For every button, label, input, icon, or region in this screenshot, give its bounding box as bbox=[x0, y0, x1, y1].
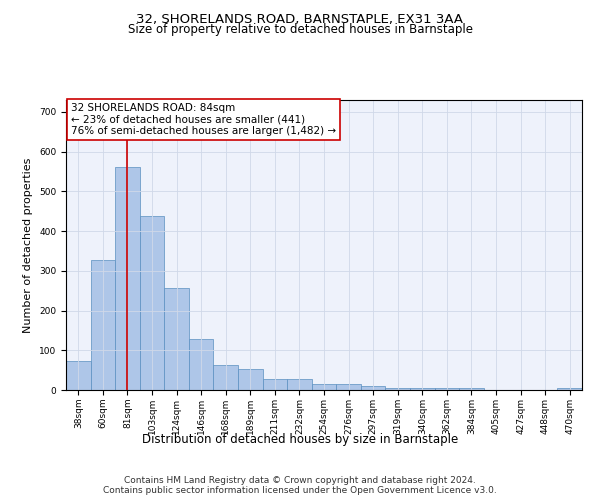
Bar bbox=[557, 388, 582, 390]
Bar bbox=[336, 384, 361, 390]
Bar bbox=[410, 388, 434, 390]
Y-axis label: Number of detached properties: Number of detached properties bbox=[23, 158, 34, 332]
Bar bbox=[189, 339, 214, 390]
Bar bbox=[287, 379, 312, 390]
Bar bbox=[385, 388, 410, 390]
Text: Distribution of detached houses by size in Barnstaple: Distribution of detached houses by size … bbox=[142, 432, 458, 446]
Bar bbox=[115, 166, 140, 390]
Bar bbox=[361, 386, 385, 390]
Bar bbox=[214, 365, 238, 390]
Bar bbox=[140, 216, 164, 390]
Bar bbox=[164, 288, 189, 390]
Text: 32, SHORELANDS ROAD, BARNSTAPLE, EX31 3AA: 32, SHORELANDS ROAD, BARNSTAPLE, EX31 3A… bbox=[137, 12, 464, 26]
Bar bbox=[434, 388, 459, 390]
Bar bbox=[312, 384, 336, 390]
Text: Contains HM Land Registry data © Crown copyright and database right 2024.
Contai: Contains HM Land Registry data © Crown c… bbox=[103, 476, 497, 495]
Text: Size of property relative to detached houses in Barnstaple: Size of property relative to detached ho… bbox=[128, 22, 473, 36]
Bar bbox=[459, 388, 484, 390]
Bar bbox=[66, 362, 91, 390]
Text: 32 SHORELANDS ROAD: 84sqm
← 23% of detached houses are smaller (441)
76% of semi: 32 SHORELANDS ROAD: 84sqm ← 23% of detac… bbox=[71, 103, 336, 136]
Bar bbox=[238, 369, 263, 390]
Bar bbox=[263, 379, 287, 390]
Bar bbox=[91, 260, 115, 390]
